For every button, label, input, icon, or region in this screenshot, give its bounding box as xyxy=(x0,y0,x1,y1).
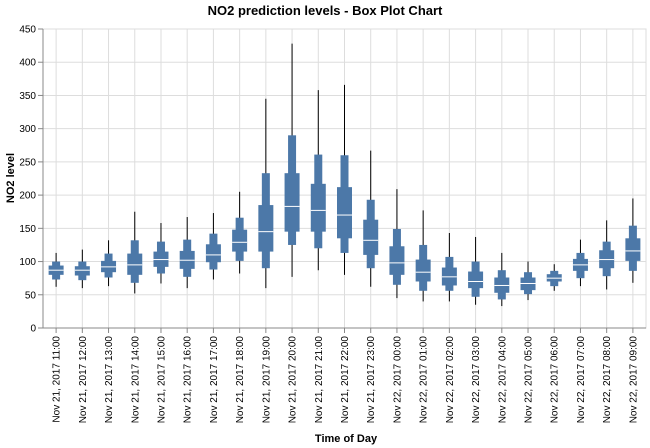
y-tick-label: 100 xyxy=(19,257,36,268)
x-tick-label: Nov 22, 2017 03:00 xyxy=(471,336,482,424)
box-interquartile xyxy=(415,259,431,282)
x-axis-title: Time of Day xyxy=(315,433,378,445)
y-axis-title: NO2 level xyxy=(5,153,17,203)
chart-title: NO2 prediction levels - Box Plot Chart xyxy=(208,3,443,18)
x-tick-label: Nov 21, 2017 23:00 xyxy=(366,336,377,424)
box-group xyxy=(389,189,405,299)
y-tick-label: 300 xyxy=(19,124,36,135)
box-interquartile xyxy=(337,187,352,239)
boxes xyxy=(48,43,641,307)
x-tick-label: Nov 22, 2017 01:00 xyxy=(419,336,430,424)
box-group xyxy=(415,210,431,302)
box-group xyxy=(74,249,90,289)
x-tick-label: Nov 21, 2017 22:00 xyxy=(340,336,351,424)
y-tick-label: 50 xyxy=(25,290,37,301)
box-interquartile xyxy=(232,229,248,252)
box-group xyxy=(48,252,64,287)
y-tick-label: 350 xyxy=(19,91,36,102)
x-tick-label: Nov 21, 2017 14:00 xyxy=(130,336,141,424)
box-group xyxy=(599,220,615,290)
y-tick-label: 400 xyxy=(19,58,36,69)
box-group xyxy=(205,213,221,280)
box-group xyxy=(310,90,326,271)
box-group xyxy=(572,239,588,287)
y-tick-label: 250 xyxy=(19,157,36,168)
y-tick-label: 0 xyxy=(30,324,36,335)
x-tick-label: Nov 21, 2017 17:00 xyxy=(209,336,220,424)
x-tick-label: Nov 21, 2017 13:00 xyxy=(104,336,115,424)
box-group xyxy=(494,252,510,307)
x-tick-label: Nov 22, 2017 04:00 xyxy=(497,336,508,424)
box-interquartile xyxy=(127,253,143,275)
x-tick-label: Nov 21, 2017 19:00 xyxy=(261,336,272,424)
box-interquartile xyxy=(625,238,641,261)
x-tick-label: Nov 22, 2017 05:00 xyxy=(524,336,535,424)
x-tick-label: Nov 22, 2017 06:00 xyxy=(550,336,561,424)
box-group xyxy=(153,223,169,284)
box-group xyxy=(179,217,195,289)
axes: 0 50 100 150 200 250 300 350 400 450 Nov 21, 2017 … xyxy=(19,25,646,424)
box-group xyxy=(520,261,536,301)
y-tick-label: 200 xyxy=(19,191,36,202)
box-interquartile xyxy=(363,219,379,255)
box-group xyxy=(101,240,117,287)
x-tick-label: Nov 21, 2017 15:00 xyxy=(156,336,167,424)
box-interquartile xyxy=(389,246,405,275)
x-tick-label: Nov 21, 2017 12:00 xyxy=(78,336,89,424)
box-group xyxy=(284,43,300,277)
box-interquartile xyxy=(258,205,274,252)
x-tick-label: Nov 22, 2017 08:00 xyxy=(602,336,613,424)
box-group xyxy=(232,191,248,274)
x-tick-label: Nov 22, 2017 09:00 xyxy=(628,336,639,424)
box-group xyxy=(546,264,562,291)
x-tick-label: Nov 22, 2017 00:00 xyxy=(392,336,403,424)
box-interquartile xyxy=(205,244,221,263)
box-group xyxy=(337,84,352,275)
x-tick-label: Nov 22, 2017 02:00 xyxy=(445,336,456,424)
x-tick-label: Nov 21, 2017 11:00 xyxy=(52,336,63,423)
x-tick-label: Nov 22, 2017 07:00 xyxy=(576,336,587,424)
x-tick-label: Nov 21, 2017 21:00 xyxy=(314,336,325,424)
x-tick-label: Nov 21, 2017 20:00 xyxy=(288,336,299,424)
box-interquartile xyxy=(284,173,300,232)
box-interquartile xyxy=(74,266,90,276)
box-group xyxy=(625,198,641,283)
y-tick-label: 450 xyxy=(19,25,36,36)
x-tick-label: Nov 21, 2017 18:00 xyxy=(235,336,246,424)
box-group xyxy=(127,211,143,294)
y-tick-label: 150 xyxy=(19,224,36,235)
box-group xyxy=(363,150,379,287)
box-group xyxy=(468,236,484,305)
box-interquartile xyxy=(310,183,326,232)
box-group xyxy=(258,98,274,289)
box-interquartile xyxy=(468,271,484,289)
x-tick-label: Nov 21, 2017 16:00 xyxy=(183,336,194,424)
box-group xyxy=(441,232,457,302)
